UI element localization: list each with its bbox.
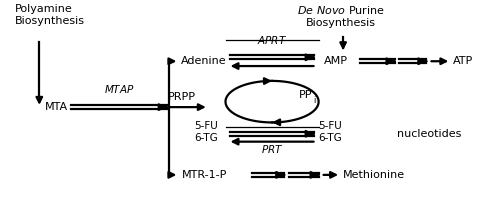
Text: AMP: AMP — [324, 56, 347, 66]
Text: Adenine: Adenine — [182, 56, 227, 66]
Text: Methionine: Methionine — [343, 170, 405, 180]
Text: PRPP: PRPP — [168, 92, 196, 102]
Text: MTR-1-P: MTR-1-P — [182, 170, 227, 180]
Text: i: i — [314, 96, 316, 105]
Text: $\it{De\ Novo}$ Purine
Biosynthesis: $\it{De\ Novo}$ Purine Biosynthesis — [296, 4, 384, 28]
Text: ATP: ATP — [454, 56, 473, 66]
Text: nucleotides: nucleotides — [397, 129, 462, 139]
Text: $\it{APRT}$: $\it{APRT}$ — [257, 33, 287, 45]
Text: $\it{PRT}$: $\it{PRT}$ — [261, 143, 283, 155]
Text: PP: PP — [299, 90, 312, 100]
Text: $\it{MTAP}$: $\it{MTAP}$ — [104, 83, 134, 95]
Text: Polyamine
Biosynthesis: Polyamine Biosynthesis — [15, 4, 85, 26]
Text: MTA: MTA — [45, 102, 68, 112]
Text: 5-FU
6-TG: 5-FU 6-TG — [194, 122, 218, 143]
Text: 5-FU
6-TG: 5-FU 6-TG — [318, 122, 342, 143]
